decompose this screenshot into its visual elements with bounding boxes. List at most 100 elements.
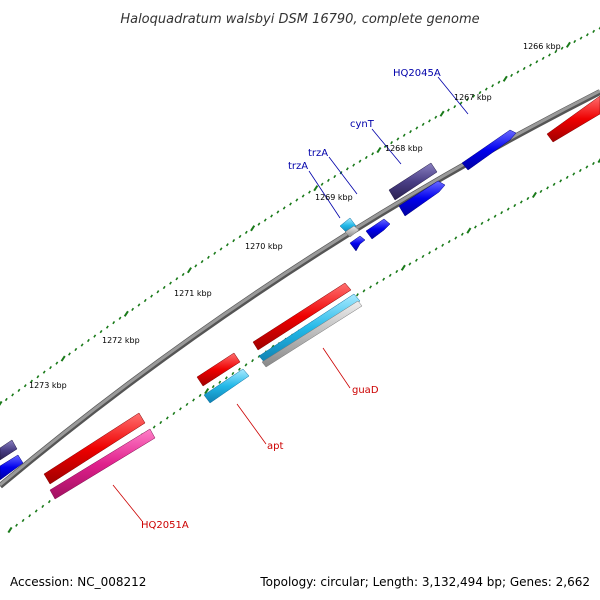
gene-label-apt[interactable]: apt: [267, 441, 283, 452]
inner-tick: [592, 161, 595, 166]
gene-forward-right-edge[interactable]: [546, 95, 600, 143]
inner-tick: [460, 232, 464, 236]
outer-tick: [250, 225, 256, 232]
outer-tick: [0, 400, 3, 406]
outer-tick: [541, 56, 545, 60]
outer-tick: [313, 185, 319, 192]
inner-tick: [356, 293, 359, 297]
gene-hq2045a-arrow[interactable]: [461, 129, 517, 171]
gene-forward-left-edge[interactable]: [0, 439, 24, 481]
kbp-label-1267: 1267 kbp: [454, 93, 492, 102]
outer-tick: [156, 290, 160, 294]
cynt-leader: [371, 128, 402, 165]
inner-tick: [159, 420, 163, 425]
inner-tick: [421, 254, 425, 259]
outer-tick: [276, 210, 280, 214]
outer-tick: [232, 239, 236, 243]
gene-cynt-arrow[interactable]: [388, 162, 446, 217]
outer-tick: [491, 84, 495, 88]
inner-tick: [224, 376, 228, 380]
outer-tick: [585, 33, 589, 37]
inner-tick: [41, 504, 45, 508]
outer-tick: [598, 26, 600, 30]
outer-tick: [579, 36, 583, 40]
inner-tick: [493, 214, 497, 218]
gene-label-hq2045a[interactable]: HQ2045A: [393, 68, 441, 79]
outer-tick: [105, 325, 109, 329]
trza-right-leader: [328, 156, 358, 195]
genome-backbone: [0, 89, 600, 487]
outer-tick: [428, 119, 431, 123]
outer-tick: [80, 343, 84, 347]
inner-tick: [513, 203, 517, 208]
inner-tick: [474, 225, 477, 229]
outer-tick: [23, 384, 27, 388]
outer-tick: [30, 379, 34, 383]
genome-backbone-shadow: [0, 89, 600, 489]
outer-tick: [213, 251, 217, 255]
gene-guad-arrow[interactable]: [252, 282, 363, 368]
gene-hq2051a-arrow[interactable]: [43, 412, 156, 500]
inner-tick: [251, 358, 254, 363]
kbp-label-1271: 1271 kbp: [174, 289, 212, 298]
outer-tick: [282, 206, 286, 210]
inner-tick: [185, 402, 189, 407]
outer-tick: [143, 298, 147, 303]
gene-label-trza-right[interactable]: trzA: [308, 148, 328, 159]
outer-tick: [169, 281, 172, 285]
inner-tick: [565, 175, 569, 180]
outer-tick: [333, 174, 337, 179]
inner-tick: [382, 277, 386, 281]
kbp-label-1270: 1270 kbp: [245, 242, 283, 251]
inner-tick-marks: [7, 158, 600, 534]
outer-tick: [60, 355, 66, 362]
gene-trza-left-arrow[interactable]: [339, 217, 366, 252]
outer-tick: [502, 75, 508, 82]
inner-tick: [388, 273, 392, 278]
outer-tick: [548, 53, 551, 57]
outer-tick: [270, 214, 274, 218]
gene-label-hq2051a[interactable]: HQ2051A: [141, 520, 189, 531]
inner-tick: [500, 211, 504, 215]
inner-tick: [192, 398, 195, 402]
outer-tick: [42, 370, 46, 374]
outer-tick: [99, 329, 103, 334]
gene-label-cynt[interactable]: cynT: [350, 119, 375, 130]
inner-tick: [204, 387, 210, 395]
outer-tick: [484, 87, 488, 91]
inner-tick: [480, 221, 484, 226]
outer-tick: [573, 39, 577, 44]
outer-tick: [257, 222, 261, 226]
gene-trza-right-arrow[interactable]: [365, 218, 391, 240]
gene-label-trza-left[interactable]: trzA: [288, 161, 308, 172]
inner-tick: [244, 363, 248, 367]
inner-tick: [441, 243, 445, 247]
inner-tick: [572, 172, 576, 176]
outer-tick: [376, 146, 382, 154]
inner-tick: [597, 158, 600, 164]
kbp-label-1272: 1272 kbp: [102, 336, 140, 345]
inner-tick: [231, 371, 235, 376]
gene-apt-arrow[interactable]: [196, 352, 250, 404]
outer-tick: [364, 155, 368, 160]
outer-tick: [308, 190, 311, 194]
outer-tick: [162, 285, 166, 290]
inner-tick: [531, 191, 537, 199]
outer-tick: [225, 243, 229, 247]
outer-tick: [295, 198, 299, 202]
gene-label-guad[interactable]: guaD: [352, 385, 379, 396]
outer-tick: [200, 260, 204, 264]
inner-tick: [47, 499, 51, 504]
inner-tick: [428, 251, 431, 255]
inner-tick: [172, 411, 176, 416]
outer-tick: [592, 29, 596, 33]
outer-tick: [352, 163, 356, 167]
outer-tick: [11, 393, 15, 397]
trza-left-leader: [308, 170, 341, 219]
accession-text: Accession: NC_008212: [10, 575, 146, 589]
map-title: Haloquadratum walsbyi DSM 16790, complet…: [120, 12, 479, 27]
outer-tick: [326, 178, 330, 183]
kbp-label-1269: 1269 kbp: [315, 193, 353, 202]
outer-tick: [131, 307, 135, 311]
